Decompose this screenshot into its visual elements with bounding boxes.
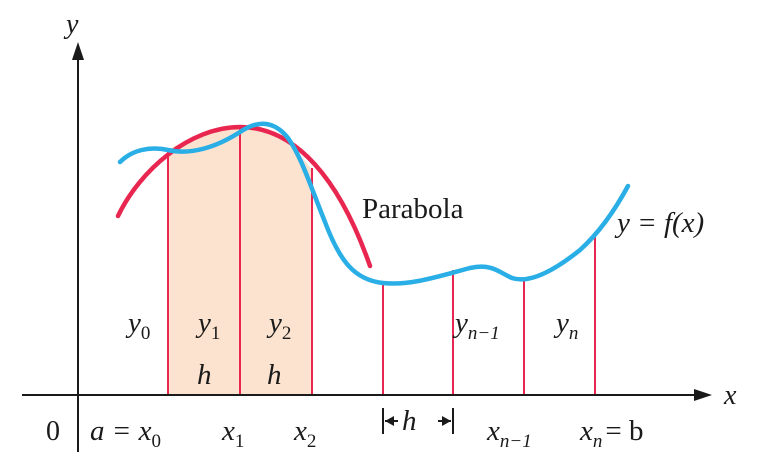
x2-label: x2 (293, 415, 316, 452)
h-label-2: h (267, 359, 282, 391)
h-label-1: h (197, 359, 212, 391)
yn-1-label: yn−1 (452, 307, 500, 344)
y-axis-arrowhead (72, 42, 84, 60)
parabola-curve (115, 124, 373, 269)
y1-label: y1 (195, 307, 220, 344)
y0-label: y0 (125, 307, 150, 344)
h-interval-label: h (402, 405, 417, 437)
x1-label: x1 (221, 415, 244, 452)
parabola-label: Parabola (362, 193, 464, 225)
y2-label: y2 (266, 307, 291, 344)
yn-label: yn (553, 307, 578, 344)
h-interval-arrow-left (385, 416, 394, 426)
x-axis-arrowhead (694, 389, 712, 401)
function-curve (117, 121, 631, 286)
function-label: y = f(x) (614, 207, 704, 239)
x0-label: a = x0 (90, 415, 161, 452)
xn-1-label: xn−1 (486, 415, 532, 452)
origin-label: 0 (46, 416, 60, 447)
y-axis-label: y (63, 9, 79, 40)
xn-label: xn = b (579, 415, 643, 452)
h-interval-arrow-right (442, 416, 451, 426)
x-axis-label: x (723, 380, 737, 411)
